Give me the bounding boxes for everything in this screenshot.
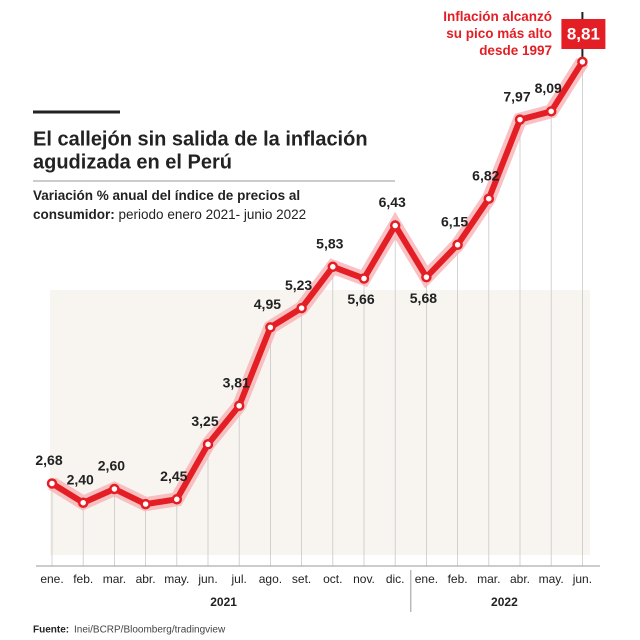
x-tick-label: jul. <box>231 572 247 586</box>
data-point <box>483 193 495 204</box>
value-label: 5,66 <box>347 291 374 307</box>
value-label: 6,43 <box>379 194 406 210</box>
x-tick-label: ene. <box>415 572 438 586</box>
data-point <box>389 220 401 231</box>
photo-backdrop <box>50 290 590 555</box>
subtitle-text: periodo enero 2021- junio 2022 <box>118 207 307 222</box>
value-label: 4,95 <box>254 296 281 312</box>
data-point <box>171 494 183 505</box>
data-point <box>109 483 120 495</box>
chart-title: El callejón sin salida de la inflación <box>33 128 368 150</box>
value-label: 2,40 <box>67 471 94 487</box>
subtitle-bold: Variación % anual del índice de precios … <box>33 188 301 222</box>
value-label: 5,68 <box>410 290 437 306</box>
x-tick-label: mar. <box>477 572 500 586</box>
data-point <box>545 106 557 117</box>
x-tick-label: feb. <box>73 572 93 586</box>
x-tick-label: ene. <box>40 572 63 586</box>
x-tick-label: jun. <box>197 572 217 586</box>
value-label: 6,82 <box>472 167 499 183</box>
x-tick-label: abr. <box>136 572 156 586</box>
data-point <box>296 302 307 314</box>
x-tick-label: oct. <box>323 572 342 586</box>
data-point <box>233 400 245 411</box>
x-tick-label: ago. <box>259 572 282 586</box>
data-point <box>577 56 588 68</box>
value-label: 2,45 <box>160 468 187 484</box>
annotation-box: Inflación alcanzó su pico más alto desde… <box>443 9 552 58</box>
data-point <box>358 273 370 284</box>
plot: ene. feb. mar. abr. may. jun. jul. ago. set. oct.… <box>35 12 606 612</box>
x-tick-label: may. <box>539 572 564 586</box>
x-tick-label: mar. <box>103 572 126 586</box>
chart-title: agudizada en el Perú <box>33 151 232 173</box>
value-label: 3,81 <box>223 374 250 390</box>
value-label: 2,60 <box>98 458 125 474</box>
source-text: Inei/BCRP/Bloomberg/tradingview <box>74 625 226 636</box>
x-tick-label: jun. <box>572 572 592 586</box>
data-point <box>202 439 214 450</box>
x-tick-label: may. <box>164 572 189 586</box>
data-point <box>140 498 151 510</box>
value-label: 5,83 <box>316 236 343 252</box>
data-point <box>421 271 432 283</box>
data-line <box>50 60 585 508</box>
subtitle-box: Variación % anual del índice de precios … <box>33 186 363 224</box>
data-point <box>77 497 89 508</box>
data-point <box>46 478 58 489</box>
peak-label: 8,81 <box>567 24 600 43</box>
x-tick-label: set. <box>292 572 311 586</box>
value-label: 8,09 <box>535 80 562 96</box>
data-point <box>327 261 339 273</box>
year-label: 2021 <box>210 595 237 609</box>
x-tick-label: abr. <box>510 572 530 586</box>
value-label: 5,23 <box>285 277 312 293</box>
x-tick-label: nov. <box>353 572 375 586</box>
data-point <box>452 239 463 251</box>
year-label: 2022 <box>491 595 518 609</box>
x-tick-label: dic. <box>386 572 405 586</box>
annotation: Inflación alcanzó su pico más alto desde… <box>443 9 552 58</box>
data-point <box>514 114 526 125</box>
source-label: Fuente: <box>33 625 69 636</box>
value-label: 6,15 <box>441 213 468 229</box>
peak-box <box>561 19 606 49</box>
x-tick-label: feb. <box>448 572 468 586</box>
value-label: 2,68 <box>35 452 62 468</box>
subtitle: Variación % anual del índice de precios … <box>33 186 363 224</box>
value-label: 7,97 <box>503 88 530 104</box>
data-point <box>265 322 276 333</box>
value-label: 3,25 <box>191 413 218 429</box>
